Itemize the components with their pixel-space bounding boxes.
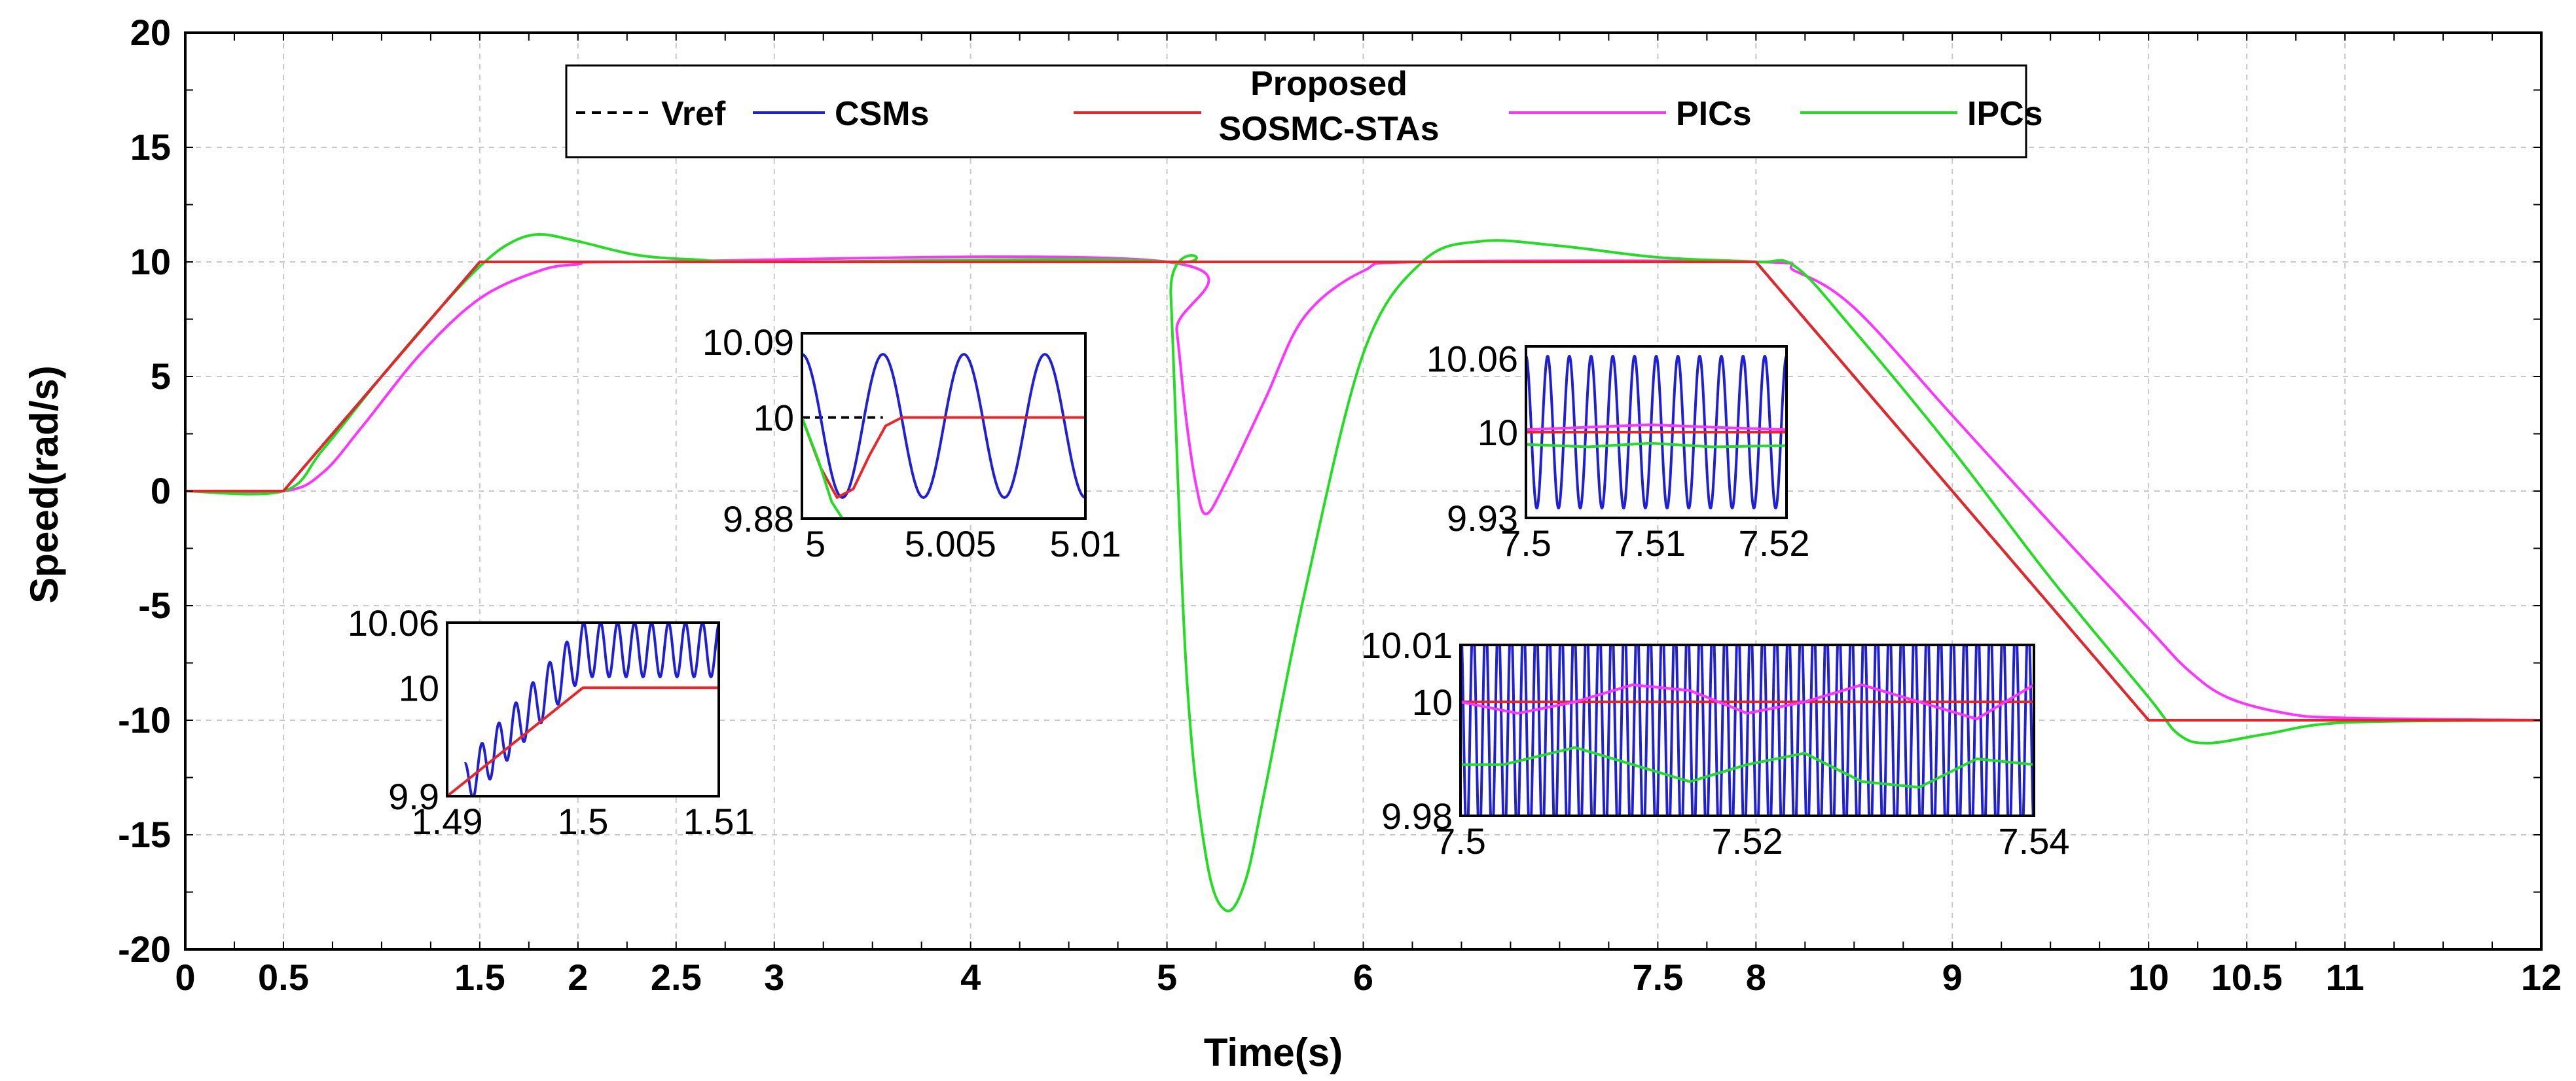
inset-x-tick-label: 7.51 [1614, 522, 1686, 564]
series-line-proposed-sosmc-stas [185, 261, 2541, 722]
inset-y-tick-label: 10.06 [1426, 339, 1518, 380]
x-tick-label: 5 [1157, 957, 1177, 998]
inset-3: 7.5 7.51 7.52 10.06 10 9.93 [1426, 339, 1810, 564]
x-tick-label: 2 [568, 957, 588, 998]
inset-1: 1.49 1.5 1.51 10.06 10 9.9 [348, 602, 755, 842]
y-tick-label: 10 [130, 241, 171, 282]
inset-series-line-proposed-sosmc-stas [802, 416, 1085, 499]
inset-y-tick-label: 10 [1412, 682, 1453, 723]
inset-frame [446, 621, 720, 797]
legend-label: CSMs [835, 95, 929, 133]
inset-y-tick-label: 10 [399, 667, 439, 708]
inset-frame [1525, 345, 1788, 519]
x-tick-label: 11 [2325, 957, 2364, 998]
inset-y-tick-label: 9.98 [1381, 796, 1453, 837]
inset-frame [801, 332, 1087, 520]
inset-y-tick-label: 9.93 [1447, 498, 1518, 539]
inset-x-tick-label: 1.51 [683, 801, 755, 842]
legend-label-line1: Proposed [1250, 65, 1407, 103]
axis-ticks: 0 0.5 1.5 2 2.5 3 4 5 6 7.5 8 9 10 10.5 11 12 20 15 10 5 0 -5… [118, 12, 2562, 998]
series-line-pics [185, 255, 2542, 722]
inset-series [1460, 645, 2034, 816]
inset-y-tick-label: 10.09 [702, 321, 794, 363]
legend-label-line2: SOSMC-STAs [1218, 110, 1439, 148]
x-tick-label: 2.5 [651, 957, 702, 998]
inset-series [1526, 354, 1787, 509]
y-axis-label: Speed(rad/s) [22, 365, 66, 603]
inset-series-line-pics [1460, 683, 2034, 721]
y-tick-label: -10 [118, 699, 171, 741]
x-tick-label: 0.5 [258, 957, 309, 998]
x-tick-label: 3 [764, 957, 784, 998]
y-tick-label: -20 [118, 928, 171, 970]
y-tick-label: 20 [130, 12, 171, 53]
inset-y-tick-label: 10.01 [1361, 625, 1453, 666]
insets: 1.49 1.5 1.51 10.06 10 9.9 5 5.005 5.01 10.09 10 9.… [348, 321, 2070, 862]
inset-series-line-csms [802, 353, 1085, 499]
legend: Vref CSMs Proposed SOSMC-STAs PICs IPCs [565, 64, 2043, 158]
legend-label: PICs [1676, 95, 1752, 133]
inset-y-tick-label: 10 [1478, 412, 1518, 453]
inset-x-tick-label: 5.005 [905, 523, 996, 564]
inset-x-tick-label: 7.52 [1712, 820, 1783, 862]
inset-2: 5 5.005 5.01 10.09 10 9.88 [702, 321, 1121, 564]
inset-y-tick-label: 10 [753, 397, 794, 439]
x-tick-label: 7.5 [1632, 957, 1683, 998]
inset-x-tick-label: 7.5 [1435, 820, 1486, 862]
legend-label: IPCs [1967, 95, 2043, 133]
y-tick-label: 15 [130, 126, 171, 168]
x-tick-label: 9 [1942, 957, 1963, 998]
inset-series-line-csms [463, 623, 719, 796]
x-axis-label: Time(s) [1204, 1031, 1343, 1074]
x-tick-label: 4 [960, 957, 981, 998]
inset-x-tick-label: 1.5 [558, 801, 609, 842]
inset-series-line-ipcs [1460, 746, 2034, 789]
y-tick-label: 5 [151, 356, 171, 397]
y-tick-label: 0 [151, 470, 171, 511]
inset-series-line-csms [1460, 645, 2034, 816]
x-tick-label: 6 [1353, 957, 1373, 998]
legend-label: Vref [661, 95, 726, 133]
inset-y-tick-label: 9.88 [723, 498, 794, 540]
inset-y-tick-label: 10.06 [348, 602, 439, 644]
y-tick-label: -15 [118, 814, 171, 855]
inset-series-line-ipcs [802, 416, 844, 519]
inset-frame [1459, 644, 2035, 817]
inset-x-tick-label: 7.5 [1500, 522, 1551, 564]
x-tick-label: 8 [1746, 957, 1766, 998]
inset-x-tick-label: 1.49 [412, 801, 483, 842]
series-layer [185, 232, 2542, 913]
x-tick-label: 0 [175, 957, 195, 998]
x-tick-label: 10 [2128, 957, 2169, 998]
inset-series-line-pics [1526, 423, 1787, 431]
inset-x-tick-label: 5.01 [1050, 523, 1121, 564]
inset-series [447, 623, 719, 796]
inset-series [802, 353, 1085, 519]
inset-series-line-ipcs [1526, 441, 1787, 449]
inset-x-tick-label: 7.54 [1999, 820, 2070, 862]
x-tick-label: 1.5 [454, 957, 505, 998]
inset-series-line-csms [1526, 354, 1787, 509]
series-line-ipcs [185, 232, 2542, 913]
x-tick-label: 10.5 [2211, 957, 2283, 998]
inset-x-tick-label: 7.52 [1739, 522, 1810, 564]
y-tick-label: -5 [138, 585, 171, 626]
inset-y-tick-label: 9.9 [388, 776, 439, 817]
inset-series-line-proposed-sosmc-stas [447, 686, 719, 796]
inset-4: 7.5 7.52 7.54 10.01 10 9.98 [1361, 625, 2070, 862]
x-tick-label: 12 [2521, 957, 2562, 998]
inset-x-tick-label: 5 [805, 523, 825, 564]
